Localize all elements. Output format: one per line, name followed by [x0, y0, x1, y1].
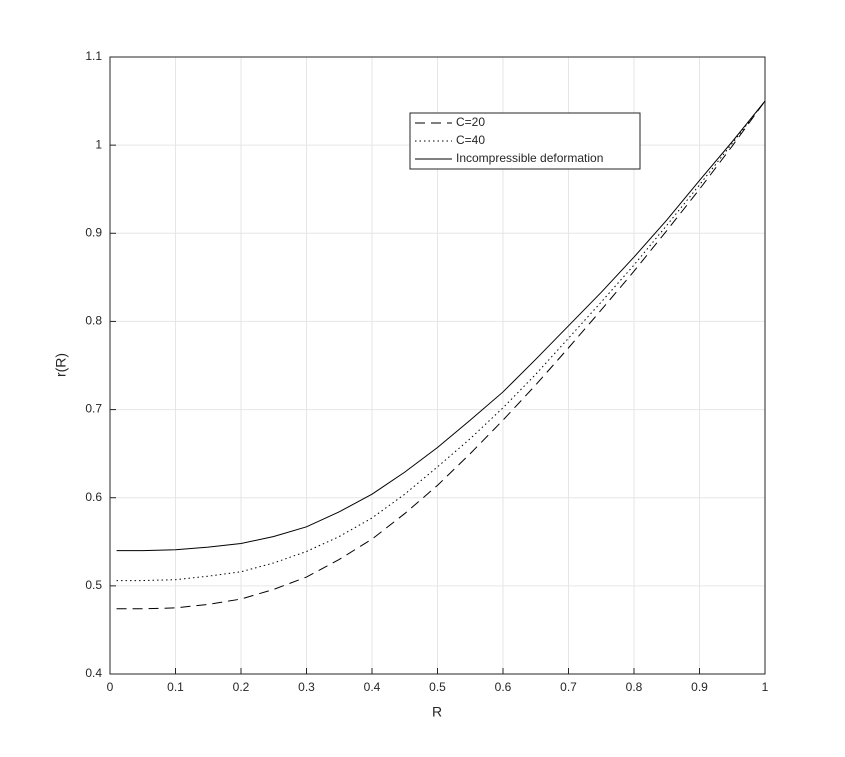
- x-tick-label: 0.8: [626, 680, 643, 694]
- line: [116, 100, 766, 552]
- y-tick-label: 1.1: [85, 49, 102, 63]
- x-tick-label: 0.2: [233, 680, 250, 694]
- y-tick-label: 0.4: [85, 666, 102, 680]
- plot-frame: [109, 56, 766, 675]
- legend-label: C=40: [456, 133, 485, 147]
- x-tick-label: 0.9: [691, 680, 708, 694]
- x-tick-label: 0.7: [560, 680, 577, 694]
- x-tick-label: 0.4: [364, 680, 381, 694]
- y-tick-label: 0.7: [85, 402, 102, 416]
- x-tick-label: 0.3: [298, 680, 315, 694]
- line: [116, 100, 766, 610]
- y-tick-label: 0.6: [85, 490, 102, 504]
- x-tick-label: 0.1: [167, 680, 184, 694]
- y-tick-label: 0.8: [85, 314, 102, 328]
- x-tick-label: 0.6: [495, 680, 512, 694]
- y-tick-label: 1: [95, 137, 102, 151]
- y-tick-label: 0.9: [85, 225, 102, 239]
- y-axis-label: r(R): [53, 353, 69, 377]
- legend-label: C=20: [456, 115, 485, 129]
- line: [116, 100, 766, 582]
- legend-label: Incompressible deformation: [456, 151, 603, 165]
- y-tick-label: 0.5: [85, 578, 102, 592]
- legend-box: [409, 112, 641, 170]
- x-axis-label: R: [432, 704, 442, 720]
- x-tick-label: 0: [107, 680, 114, 694]
- x-tick-label: 1: [762, 680, 769, 694]
- x-tick-label: 0.5: [429, 680, 446, 694]
